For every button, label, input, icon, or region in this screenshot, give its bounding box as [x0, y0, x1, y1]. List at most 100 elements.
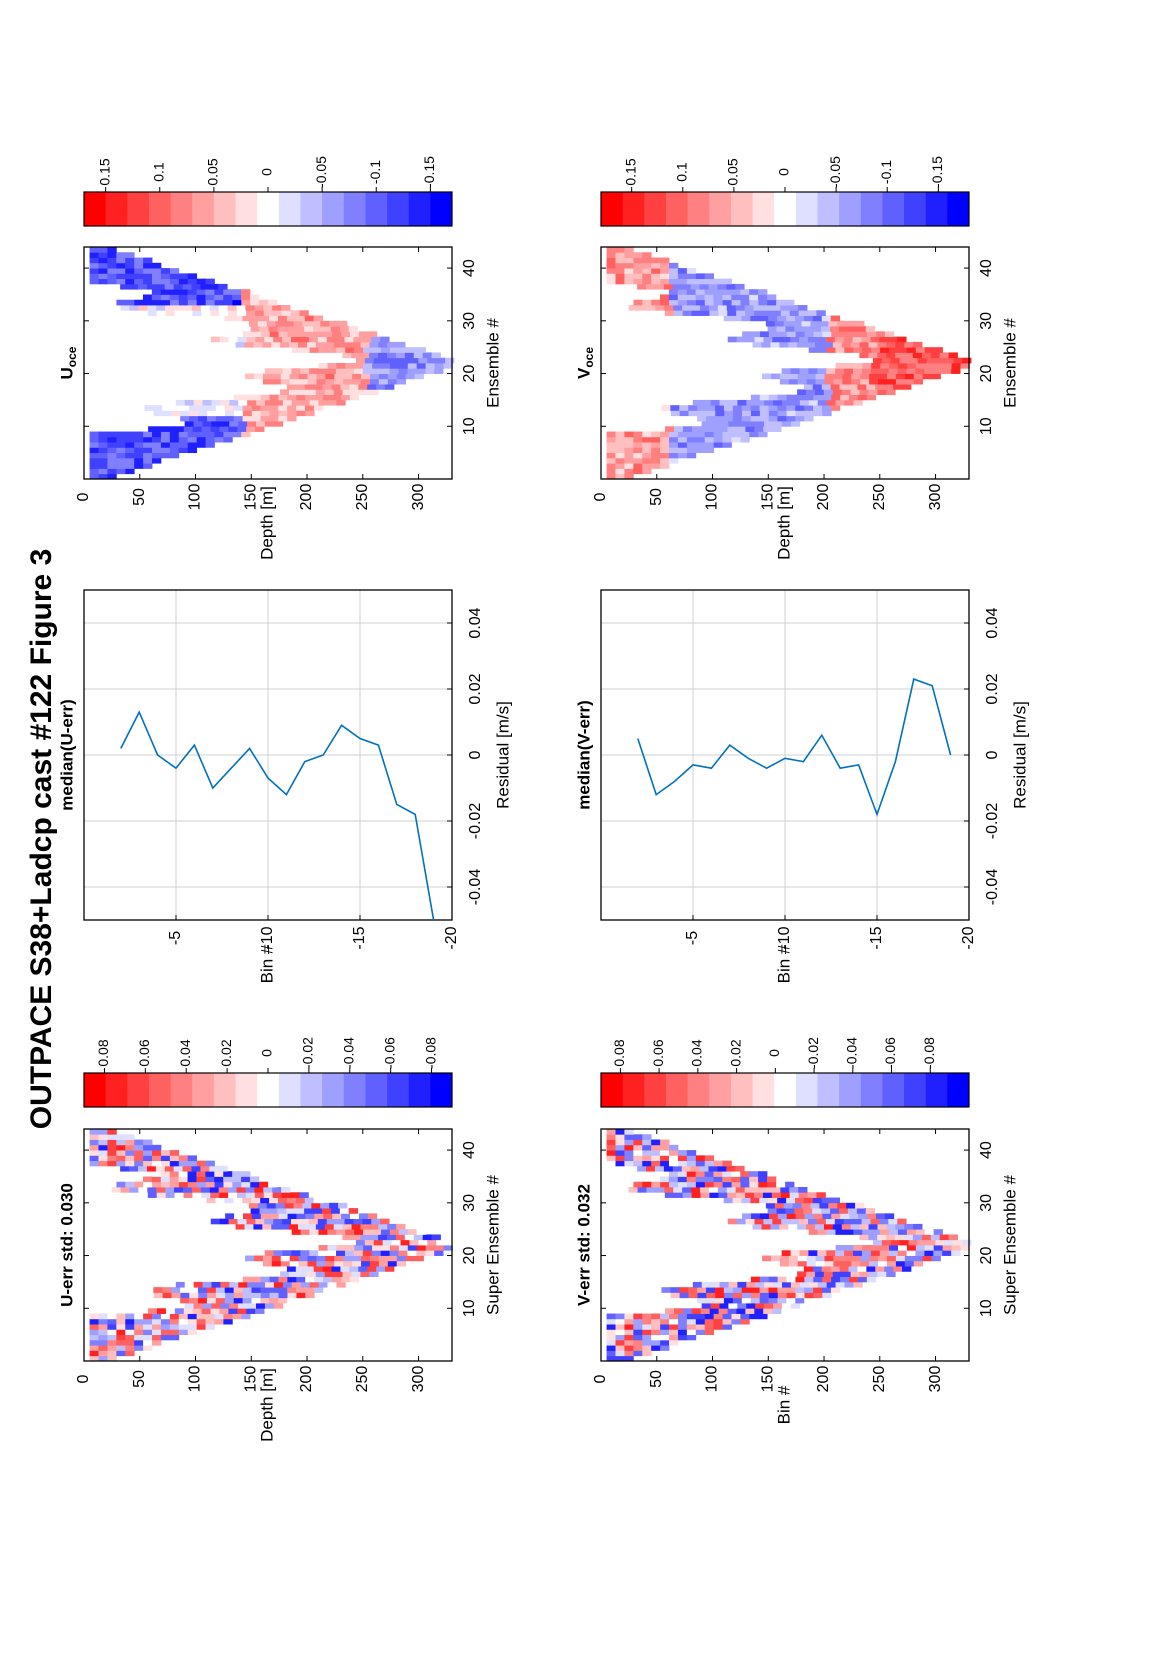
heatmap-cell [264, 368, 274, 374]
heatmap-cell [305, 1276, 315, 1283]
heatmap-cell [895, 378, 906, 385]
panel-title: Voce [574, 347, 596, 379]
heatmap-cell [865, 1208, 876, 1214]
heatmap-cell [888, 368, 899, 374]
heatmap-cell [933, 368, 943, 374]
heatmap-cell [615, 1155, 625, 1162]
heatmap-cell [699, 305, 710, 311]
heatmap-cell [269, 1213, 280, 1220]
heatmap-cell [776, 1208, 786, 1214]
heatmap-cell [205, 431, 215, 438]
heatmap-cell [660, 1318, 670, 1325]
heatmap-cell [819, 1202, 829, 1209]
heatmap-cell [245, 1192, 256, 1198]
heatmap-cell [786, 1213, 797, 1220]
heatmap-cell [98, 268, 108, 274]
colorbar-frame [600, 1072, 970, 1108]
heatmap-cell [280, 373, 291, 380]
heatmap-cell [125, 1313, 135, 1320]
heatmap-cell [434, 368, 444, 374]
heatmap-cell [400, 357, 410, 364]
heatmap-cell [233, 315, 243, 322]
heatmap-cell [336, 368, 346, 374]
heatmap-cell [704, 442, 715, 448]
depth-tick-label: 250 [871, 1366, 888, 1393]
heatmap-cell [777, 315, 787, 322]
heatmap-cell [335, 336, 345, 343]
heatmap-cell [904, 378, 915, 385]
heatmap-cell [242, 315, 252, 322]
heatmap-cell [660, 1324, 670, 1330]
heatmap-cell [844, 1250, 854, 1256]
colorbar-tick-label: -0.08 [921, 1037, 937, 1069]
heatmap-cell [915, 1250, 925, 1256]
heatmap-cell [771, 1192, 782, 1198]
heatmap-cell [184, 399, 195, 406]
heatmap-cell [344, 368, 355, 374]
heatmap-cell [700, 426, 711, 432]
heatmap-cell [255, 421, 266, 427]
heatmap-cell [722, 1171, 732, 1177]
heatmap-cell [822, 1276, 832, 1283]
heatmap-cell [241, 1313, 251, 1320]
heatmap-cell [255, 336, 265, 343]
heatmap-cell [651, 1160, 661, 1167]
heatmap-cell [233, 1287, 243, 1293]
heatmap-cell [207, 1292, 217, 1299]
heatmap-cell [688, 405, 698, 411]
heatmap-cell [134, 1150, 144, 1156]
heatmap-cell [750, 410, 761, 417]
heatmap-cell [422, 352, 432, 359]
heatmap-cell [846, 320, 856, 327]
heatmap-cell [731, 1181, 741, 1188]
heatmap-cell [338, 1202, 348, 1209]
heatmap-cell [686, 1160, 697, 1167]
heatmap-cell [327, 363, 337, 369]
heatmap-cell [704, 1160, 715, 1167]
colorbar-tick-label: 0.1 [150, 162, 166, 182]
title-subscript: oce [65, 346, 79, 367]
heatmap-cell [776, 326, 786, 332]
colorbar-swatch [795, 1073, 818, 1107]
heatmap-cell [178, 294, 188, 301]
heatmap-cell [860, 373, 870, 380]
heatmap-cell [129, 1187, 139, 1193]
heatmap-cell [98, 1329, 108, 1336]
depth-tick-label: 50 [131, 1370, 148, 1388]
heatmap-cell [624, 1355, 634, 1362]
heatmap-cell [386, 1234, 397, 1241]
heatmap-cell [823, 341, 834, 348]
heatmap-cell [822, 394, 832, 401]
heatmap-cell [915, 1229, 926, 1235]
heatmap-cell [89, 1329, 99, 1336]
heatmap-cell [615, 1313, 625, 1320]
heatmap-cell [197, 415, 208, 422]
heatmap-cell [642, 1134, 652, 1140]
heatmap-cell [169, 1334, 180, 1341]
heatmap-cell [917, 357, 927, 364]
heatmap-cell [107, 252, 117, 258]
heatmap-cell [731, 1176, 741, 1183]
heatmap-cell [260, 394, 270, 401]
heatmap-cell [304, 315, 315, 322]
heatmap-cell [289, 373, 299, 380]
residual-tick-label: -0.02 [467, 803, 484, 840]
heatmap-cell [242, 1287, 252, 1293]
heatmap-cell [298, 341, 308, 348]
heatmap-cell [367, 331, 378, 338]
heatmap-cell [180, 415, 190, 422]
heatmap-cell [324, 1271, 335, 1278]
heatmap-cell [160, 1313, 171, 1320]
heatmap-cell [321, 326, 332, 332]
heatmap-cell [935, 1239, 945, 1246]
colorbar-swatch [947, 192, 970, 226]
heatmap-cell [395, 352, 406, 359]
heatmap-cell [237, 426, 247, 432]
heatmap-cell [797, 389, 807, 396]
heatmap-cell [331, 1276, 342, 1283]
heatmap-cell [695, 294, 705, 301]
heatmap-cell [821, 326, 831, 332]
heatmap-cell [942, 368, 952, 374]
colorbar-swatch [235, 192, 258, 226]
colorbar-swatch [644, 1073, 667, 1107]
